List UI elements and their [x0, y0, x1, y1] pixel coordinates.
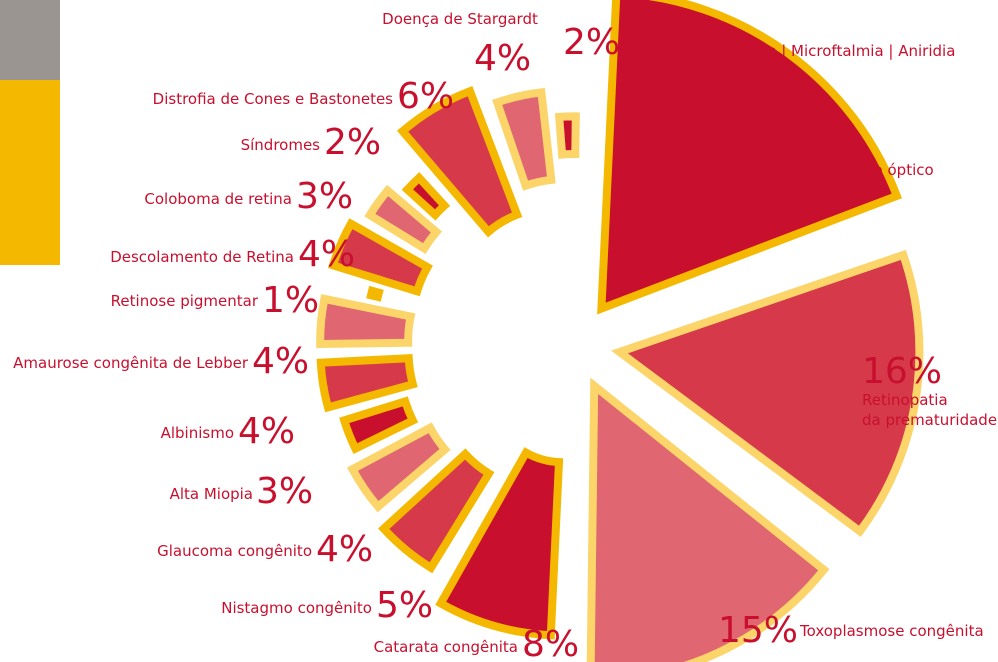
slice-label: Retinopatia da prematuridade [862, 391, 997, 429]
slice-label: Toxoplasmose congênita [799, 622, 984, 640]
value-label: 8% [522, 624, 579, 662]
pie-slice [401, 172, 451, 221]
slice-label: Outras: Ceratocone | Microftalmia | Anir… [630, 42, 955, 60]
value-label: 2% [324, 122, 381, 163]
pie-slice [611, 249, 924, 537]
value-label: 6% [397, 76, 454, 117]
value-label: 3% [296, 176, 353, 217]
value-label: 16% [862, 351, 942, 392]
pie-slice [339, 396, 419, 454]
slice-label: Glaucoma congênito [157, 542, 312, 560]
pie-slice [435, 447, 564, 640]
photo-fragment [0, 0, 60, 80]
value-label: 4% [474, 38, 531, 79]
slice-label: Descolamento de Retina [110, 248, 294, 266]
pie-slice [554, 112, 580, 159]
value-label: 4% [238, 411, 295, 452]
slice-label: Atrofia do nervo óptico [762, 161, 934, 179]
value-label: 19% [762, 116, 842, 157]
pie-slice [366, 285, 384, 302]
slice-label: Amaurose congênita de Lebber [13, 354, 249, 372]
pie-slice [316, 294, 416, 349]
yellow-block [0, 80, 60, 265]
label-line: da prematuridade [862, 411, 997, 429]
slice-label: Catarata congênita [374, 638, 518, 656]
pie-slice [597, 0, 902, 315]
slice-label: Distrofia de Cones e Bastonetes [153, 90, 394, 108]
slice-label: Doença de Stargardt [382, 10, 538, 28]
pie-slice [492, 87, 556, 191]
slice-label: Albinismo [161, 424, 234, 442]
pie-slice [396, 86, 523, 238]
slice-label: Síndromes [241, 136, 321, 154]
slice-label: Alta Miopia [170, 485, 253, 503]
value-label: 5% [376, 585, 433, 626]
value-label: 2% [563, 22, 620, 63]
value-label: 15% [718, 610, 798, 651]
slice-label: Nistagmo congênito [221, 599, 372, 617]
value-label: 1% [262, 280, 319, 321]
pie-slice [378, 448, 495, 574]
pie-slice [347, 422, 451, 513]
pie-slice [364, 184, 443, 254]
value-label: 3% [256, 471, 313, 512]
slice-label: Retinose pigmentar [111, 292, 259, 310]
value-label: 4% [316, 529, 373, 570]
pie-slice [316, 354, 418, 413]
slice-label: Coloboma de retina [144, 190, 292, 208]
value-label: 4% [252, 341, 309, 382]
pie-slice [328, 218, 433, 297]
value-label: 4% [298, 234, 355, 275]
label-line: Retinopatia [862, 391, 948, 409]
pie-slice [586, 377, 830, 662]
